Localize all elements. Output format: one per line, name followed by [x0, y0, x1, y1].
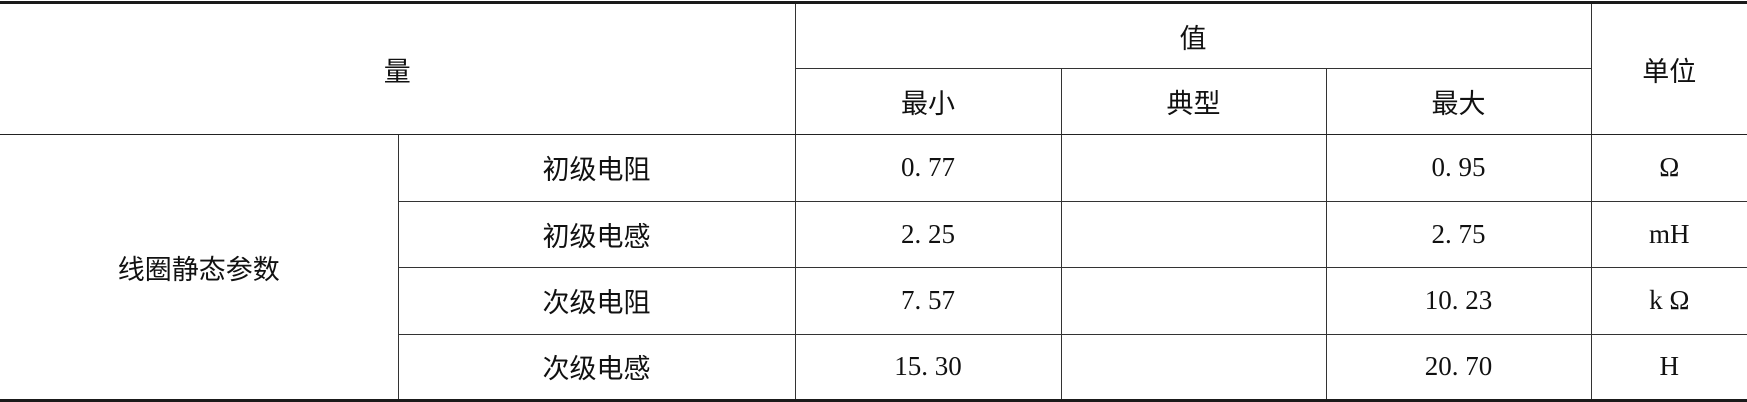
unit: Ω: [1590, 134, 1747, 202]
max-value: 10. 23: [1325, 267, 1592, 335]
header-quantity: 量: [0, 2, 796, 135]
typical-value: [1060, 267, 1327, 335]
min-value: 15. 30: [794, 333, 1062, 401]
group-label: 线圈静态参数: [0, 134, 399, 401]
min-value: 7. 57: [794, 267, 1062, 335]
table-row: 初级电感 2. 25 2. 75 mH: [0, 200, 1747, 268]
header-min: 最小: [795, 68, 1062, 135]
header-typical: 典型: [1060, 68, 1327, 135]
unit: mH: [1590, 200, 1747, 268]
max-value: 2. 75: [1325, 200, 1592, 268]
param-name: 次级电感: [398, 333, 796, 401]
table-row: 线圈静态参数 初级电阻 0. 77 0. 95 Ω: [0, 134, 1747, 401]
header-max: 最大: [1325, 68, 1592, 135]
max-value: 0. 95: [1325, 134, 1592, 202]
min-value: 0. 77: [794, 134, 1062, 202]
unit: k Ω: [1590, 267, 1747, 335]
param-name: 次级电阻: [398, 267, 796, 335]
typical-value: [1060, 333, 1327, 401]
table-row: 次级电感 15. 30 20. 70 H: [0, 333, 1747, 401]
min-value: 2. 25: [794, 200, 1062, 268]
table-row: 次级电阻 7. 57 10. 23 k Ω: [0, 267, 1747, 335]
max-value: 20. 70: [1325, 333, 1592, 401]
header-row: 量 值 单位: [0, 2, 1747, 135]
param-name: 初级电感: [398, 200, 796, 268]
header-value: 值: [794, 2, 1592, 69]
typical-value: [1060, 134, 1327, 202]
subheader-row: 最小 典型 最大: [0, 68, 1747, 135]
header-unit: 单位: [1590, 2, 1747, 135]
param-name: 初级电阻: [397, 134, 796, 202]
typical-value: [1060, 200, 1327, 268]
unit: H: [1590, 333, 1747, 401]
